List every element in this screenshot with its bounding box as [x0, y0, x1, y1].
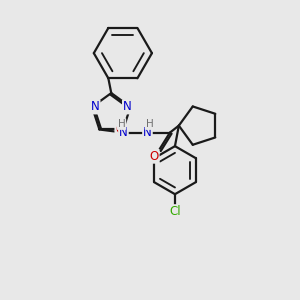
Text: Cl: Cl — [169, 205, 181, 218]
Text: H: H — [118, 119, 125, 129]
Text: O: O — [149, 150, 159, 163]
Text: N: N — [119, 126, 128, 139]
Text: H: H — [146, 119, 153, 129]
Text: N: N — [91, 100, 100, 113]
Text: N: N — [123, 100, 132, 113]
Text: O: O — [116, 123, 124, 136]
Text: N: N — [143, 126, 152, 139]
